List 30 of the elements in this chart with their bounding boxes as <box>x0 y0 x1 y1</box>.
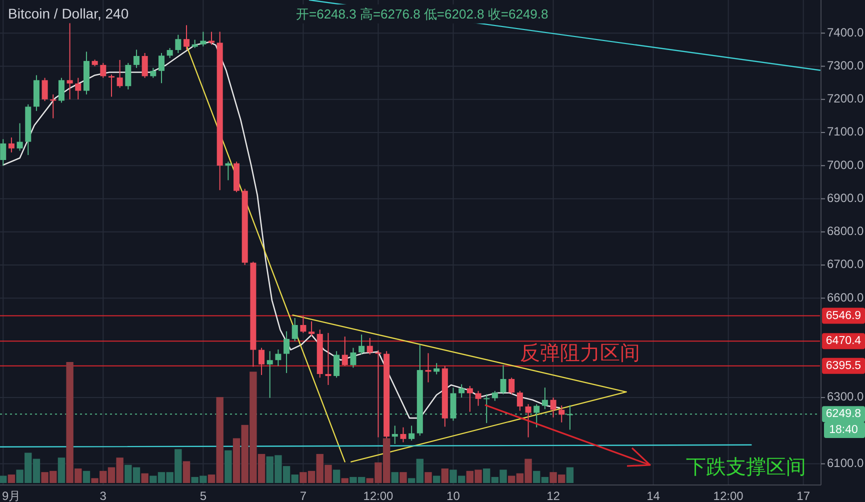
x-tick-label: 10 <box>446 489 460 502</box>
ref-line-label: 6249.8 <box>826 408 862 420</box>
text: 开=6248.3 高=6276.8 低=6202.8 收=6249.8 <box>296 6 548 22</box>
x-tick-label: 17 <box>796 489 810 502</box>
y-tick-label: 6300.0 <box>827 390 864 404</box>
y-tick-label: 7200.0 <box>827 92 864 106</box>
ref-line-label: 6395.5 <box>826 360 862 372</box>
y-tick-label: 7400.0 <box>827 25 864 40</box>
chart-title: Bitcoin / Dollar, 240 <box>8 6 129 22</box>
x-tick-label: 12:00 <box>363 489 394 502</box>
x-tick-label: 12:00 <box>713 489 744 502</box>
annotation: 反弹阻力区间 <box>520 342 640 364</box>
x-tick-label: 14 <box>646 489 660 502</box>
y-tick-label: 7300.0 <box>827 58 864 72</box>
ref-line-label: 6546.9 <box>826 310 862 322</box>
y-tick-label: 6700.0 <box>827 257 864 272</box>
y-tick-label: 6100.0 <box>827 456 864 470</box>
x-tick-label: 5 <box>200 489 207 502</box>
x-tick-label: 12 <box>546 489 560 502</box>
x-tick-label: 7 <box>300 489 307 502</box>
y-tick-label: 6900.0 <box>827 190 864 205</box>
ref-line-label: 6470.4 <box>826 335 862 348</box>
annotation: 下跌支撑区间 <box>686 456 806 478</box>
x-tick-label: 3 <box>100 489 107 502</box>
y-tick-label: 6600.0 <box>827 290 864 304</box>
y-tick-label: 7100.0 <box>827 124 864 139</box>
y-tick-label: 6800.0 <box>827 224 864 238</box>
y-tick-label: 7000.0 <box>827 158 864 172</box>
text: 18:40 <box>829 424 858 436</box>
x-tick-label: 9月 <box>2 489 21 502</box>
